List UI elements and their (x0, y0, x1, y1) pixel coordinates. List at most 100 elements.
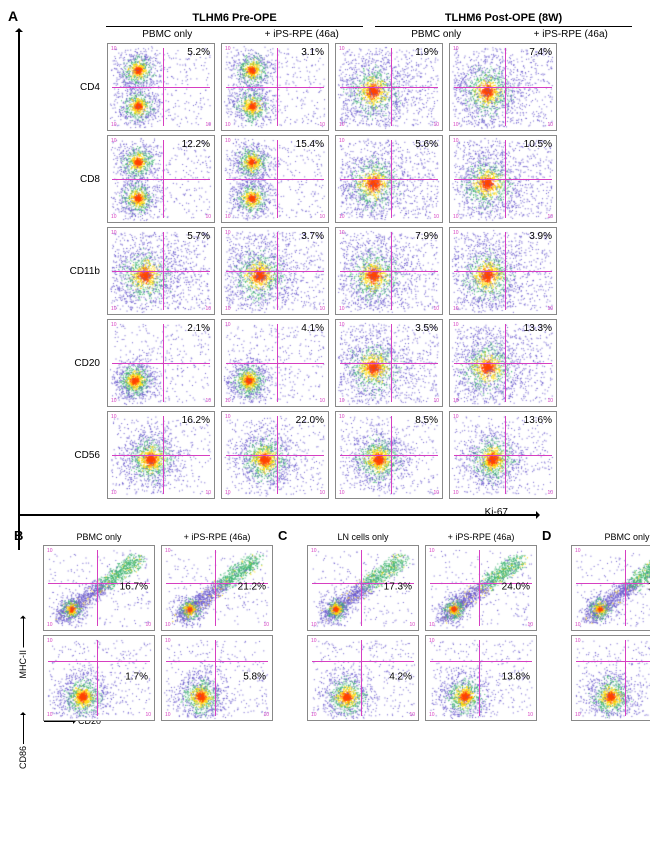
row-marker-label: CD8 (60, 174, 104, 185)
quadrant-line-h (340, 271, 438, 272)
corner-label: 10 (453, 46, 459, 52)
facs-plot: 7.9%101010 (335, 227, 443, 315)
corner-label: 10 (453, 214, 459, 220)
corner-label: 10 (429, 622, 435, 628)
corner-label: 10 (205, 122, 211, 128)
corner-label: 10 (429, 638, 435, 644)
subpanel-headers: PBMC only+ iPS-RPE (46a) (568, 532, 650, 542)
sub-header: + iPS-RPE (46a) (235, 29, 370, 40)
facs-plot: 1.9%101010 (335, 43, 443, 131)
corner-label: 10 (111, 322, 117, 328)
quadrant-line-h (340, 455, 438, 456)
corner-label: 10 (339, 138, 345, 144)
corner-label: 10 (433, 398, 439, 404)
header-underline (375, 26, 632, 27)
facs-plot: 3.9%101010 (449, 227, 557, 315)
corner-label: 10 (409, 622, 415, 628)
corner-label: 10 (429, 712, 435, 718)
figure-root: A Ki-67 TLHM6 Pre-OPE TLHM6 Post-OPE (8W… (12, 12, 638, 738)
facs-plot: 15.4%101010 (221, 135, 329, 223)
sub-header: + iPS-RPE (46a) (158, 532, 276, 542)
panel-a-rows: CD45.2%1010103.1%1010101.9%1010107.4%101… (60, 42, 638, 500)
quadrant-pct: 13.3% (524, 323, 552, 334)
facs-plot: 17.3%101010 (307, 545, 419, 631)
quadrant-line-h (454, 271, 552, 272)
quadrant-line-h (112, 363, 210, 364)
quadrant-line-v (625, 550, 626, 626)
quadrant-pct: 1.7% (125, 671, 148, 682)
corner-label: 10 (165, 548, 171, 554)
row-marker-label: CD56 (60, 450, 104, 461)
corner-label: 10 (225, 46, 231, 52)
corner-label: 10 (339, 322, 345, 328)
facs-plot: 22.0%101010 (221, 411, 329, 499)
corner-label: 10 (547, 122, 553, 128)
quadrant-line-h (576, 661, 650, 662)
facs-plot: 21.2%101010 (161, 545, 273, 631)
corner-label: 10 (527, 712, 533, 718)
panel-a-row: CD5616.2%10101022.0%1010108.5%101010 13.6… (60, 410, 638, 500)
subpanel-row: 17.3%10101024.0%101010 (304, 544, 540, 632)
group-header: TLHM6 Pre-OPE (100, 12, 369, 29)
quadrant-line-h (226, 455, 324, 456)
corner-label: 10 (111, 490, 117, 496)
quadrant-line-v (625, 640, 626, 716)
quadrant-line-h (226, 363, 324, 364)
facs-plot: 4.1%101010 (221, 319, 329, 407)
subpanel-headers: LN cells only+ iPS-RPE (46a) (304, 532, 540, 542)
corner-label: 10 (453, 138, 459, 144)
quadrant-line-h (576, 583, 650, 584)
facs-plot: 16.2%101010 (107, 411, 215, 499)
quadrant-line-v (479, 640, 480, 716)
facs-plot: 10.5%101010 (449, 135, 557, 223)
corner-label: 10 (319, 306, 325, 312)
facs-plot: 3.5% 10 10 10 (335, 319, 443, 407)
corner-label: 10 (575, 638, 581, 644)
corner-label: 10 (47, 548, 53, 554)
corner-label: 10 (433, 306, 439, 312)
corner-label: 10 (319, 490, 325, 496)
quadrant-line-v (215, 640, 216, 716)
facs-plot: 8.5%101010 (335, 411, 443, 499)
corner-label: 10 (339, 490, 345, 496)
corner-label: 10 (527, 622, 533, 628)
group-header-text: TLHM6 Pre-OPE (192, 12, 276, 24)
quadrant-pct: 3.5% (415, 323, 438, 334)
facs-plot: 5.8%101010 (161, 635, 273, 721)
corner-label: 10 (339, 46, 345, 52)
quadrant-line-h (454, 455, 552, 456)
quadrant-pct: 13.6% (524, 415, 552, 426)
facs-plot: 7.4%101010 (449, 43, 557, 131)
corner-label: 10 (409, 712, 415, 718)
corner-label: 10 (205, 306, 211, 312)
corner-label: 10 (311, 638, 317, 644)
facs-plot: 3.7%101010 (221, 227, 329, 315)
corner-label: 10 (111, 46, 117, 52)
quadrant-line-v (479, 550, 480, 626)
panel-a-row: CD11b5.7%1010103.7%1010107.9%1010103.9%1… (60, 226, 638, 316)
subpanel-d: DPBMC only+ iPS-RPE (46a)15.3%10101015.9… (540, 532, 650, 724)
quadrant-line-v (361, 550, 362, 626)
quadrant-pct: 5.8% (243, 671, 266, 682)
subpanel-label: B (14, 528, 23, 543)
corner-label: 10 (575, 712, 581, 718)
quadrant-line-h (430, 661, 532, 662)
subpanel-row: 3.6%1010103.8%101010 (568, 634, 650, 722)
facs-plot: 3.6%101010 (571, 635, 650, 721)
sub-header: PBMC only (369, 29, 504, 40)
quadrant-pct: 21.2% (238, 581, 266, 592)
corner-label: 10 (453, 230, 459, 236)
corner-label: 10 (339, 398, 345, 404)
corner-label: 10 (547, 398, 553, 404)
quadrant-line-v (215, 550, 216, 626)
facs-plot: 3.1%101010 (221, 43, 329, 131)
quadrant-pct: 16.7% (120, 581, 148, 592)
row-marker-label: CD11b (60, 266, 104, 277)
density-canvas (572, 636, 650, 720)
corner-label: 10 (433, 122, 439, 128)
quadrant-line-v (97, 640, 98, 716)
corner-label: 10 (111, 398, 117, 404)
corner-label: 10 (453, 398, 459, 404)
density-canvas (572, 546, 650, 630)
corner-label: 10 (547, 306, 553, 312)
